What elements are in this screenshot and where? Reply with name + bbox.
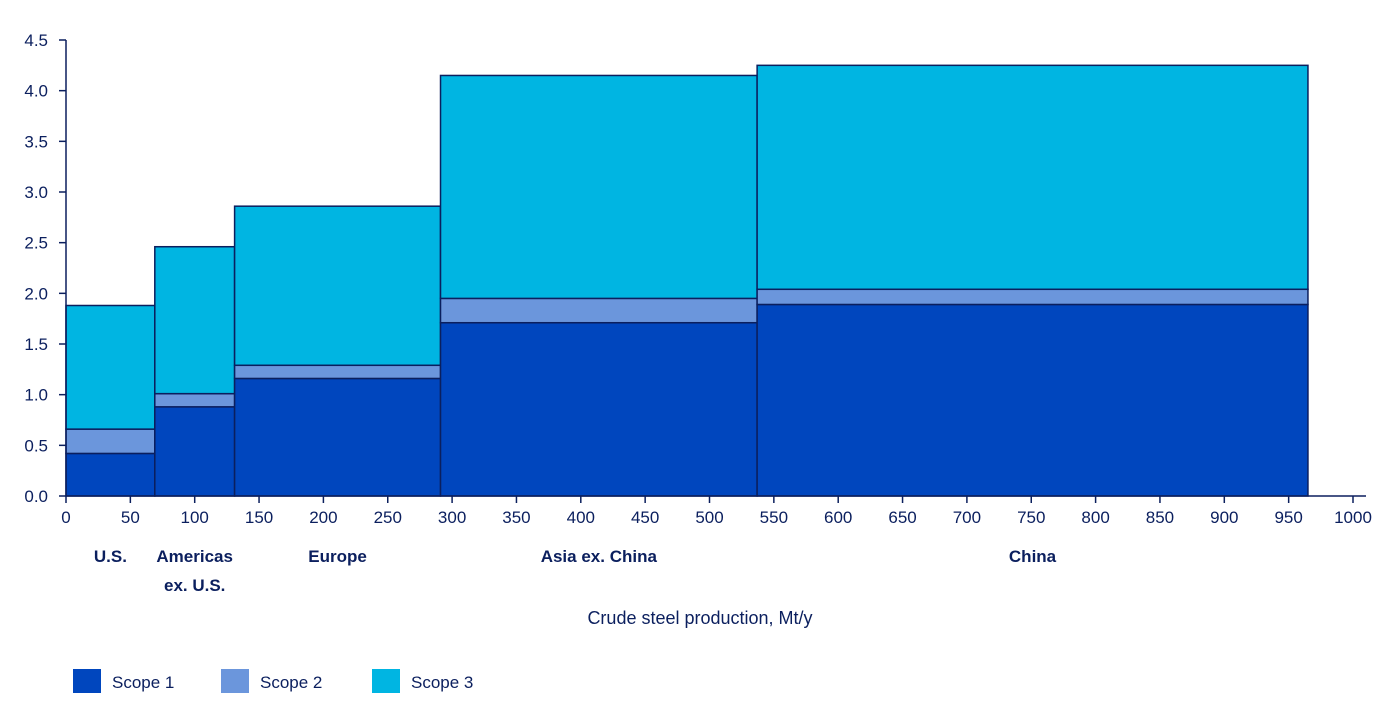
bar-scope-3-3 [439,74,758,300]
x-tick-label: 150 [245,508,273,527]
x-tick-label: 350 [502,508,530,527]
x-tick-label: 250 [374,508,402,527]
y-tick-label: 2.5 [24,234,48,253]
bar-scope-1-3 [439,321,758,497]
x-tick-label: 50 [121,508,140,527]
x-tick-label: 950 [1274,508,1302,527]
x-tick-label: 500 [695,508,723,527]
category-label-line: Europe [308,547,367,566]
x-tick-label: 550 [760,508,788,527]
category-label: Europe [308,547,367,566]
bar-scope-2-1 [154,392,236,408]
bar-scope-1-4 [756,303,1309,497]
legend-swatch-scope-3 [372,669,400,693]
category-labels: U.S. Americas ex. U.S. Europe Asia ex. China… [94,547,1057,595]
y-tick-label: 4.5 [24,31,48,50]
y-tick-label: 3.0 [24,183,48,202]
category-label-line: ex. U.S. [164,576,225,595]
category-label: Americas ex. U.S. [156,547,233,595]
x-tick-label: 400 [567,508,595,527]
x-tick-label: 1000 [1334,508,1372,527]
y-tick-label: 3.5 [24,132,48,151]
x-axis-label: Crude steel production, Mt/y [587,608,812,628]
x-tick-label: 700 [953,508,981,527]
category-label: China [1009,547,1057,566]
bar-scope-2-0 [65,428,156,455]
bar-scope-2-4 [756,288,1309,306]
category-label-line: Asia ex. China [541,547,658,566]
category-label: Asia ex. China [541,547,658,566]
bars-group [65,64,1309,497]
bar-scope-2-2 [233,364,442,380]
legend-swatch-scope-2 [221,669,249,693]
bar-scope-1-0 [65,452,156,497]
legend-label: Scope 1 [112,673,174,692]
x-tick-label: 750 [1017,508,1045,527]
category-label-line: Americas [156,547,233,566]
axes-group [59,39,1366,503]
legend: Scope 1 Scope 2 Scope 3 [73,669,473,693]
bar-scope-1-1 [154,406,236,497]
y-tick-label: 0.0 [24,487,48,506]
bar-scope-2-3 [439,297,758,324]
x-tick-label: 300 [438,508,466,527]
x-tick-label: 800 [1081,508,1109,527]
y-tick-label: 1.5 [24,335,48,354]
bar-scope-3-2 [233,205,442,367]
bar-scope-3-0 [65,304,156,430]
x-tick-label: 100 [181,508,209,527]
y-tick-label: 1.0 [24,386,48,405]
y-tick-label: 4.0 [24,82,48,101]
bar-scope-3-1 [154,245,236,395]
category-label-line: U.S. [94,547,127,566]
x-tick-label: 900 [1210,508,1238,527]
category-label-line: China [1009,547,1057,566]
bar-scope-3-4 [756,64,1309,291]
y-tick-label: 2.0 [24,284,48,303]
legend-swatch-scope-1 [73,669,101,693]
category-label: U.S. [94,547,127,566]
y-tick-labels: 0.0 0.5 1.0 1.5 2.0 2.5 3.0 3.5 4.0 4.5 [24,31,48,506]
legend-label: Scope 3 [411,673,473,692]
legend-label: Scope 2 [260,673,322,692]
x-tick-label: 650 [888,508,916,527]
x-tick-label: 200 [309,508,337,527]
x-tick-label: 0 [61,508,70,527]
x-tick-label: 850 [1146,508,1174,527]
y-tick-label: 0.5 [24,436,48,455]
x-tick-labels: 0 50 100 150 200 250 300 350 400 450 500 550 600 650 7… [61,508,1372,527]
x-tick-label: 450 [631,508,659,527]
x-tick-label: 600 [824,508,852,527]
bar-scope-1-2 [233,377,442,497]
